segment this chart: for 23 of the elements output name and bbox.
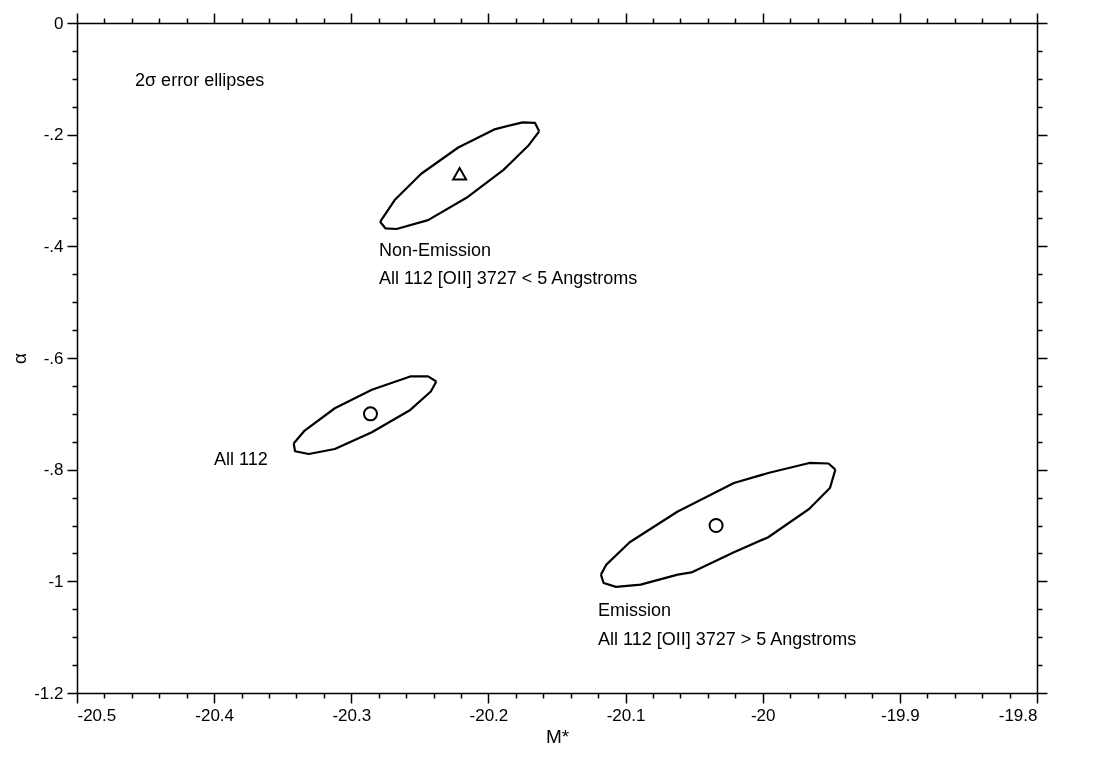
annotation: 2σ error ellipses (135, 70, 265, 90)
annotation: Non-Emission (379, 240, 492, 260)
y-tick-label: -.2 (43, 125, 64, 145)
x-axis-title: M* (545, 725, 570, 747)
y-tick-label: -.6 (43, 348, 64, 368)
y-tick-label: -.8 (43, 460, 64, 480)
y-axis-title: α (9, 352, 31, 364)
x-tick-label: -20 (750, 705, 776, 725)
x-tick-label: -19.8 (998, 705, 1038, 725)
annotation: All 112 [OII] 3727 > 5 Angstroms (598, 629, 857, 649)
y-tick-label: -.4 (43, 236, 64, 256)
x-tick-label: -20.3 (332, 705, 372, 725)
x-tick-label: -20.1 (606, 705, 646, 725)
x-tick-label: -20.4 (195, 705, 235, 725)
annotation: All 112 (214, 449, 268, 469)
annotation: Emission (598, 600, 672, 620)
x-tick-label: -20.5 (77, 705, 117, 725)
y-tick-label: -1.2 (34, 683, 64, 703)
y-tick-label: -1 (48, 571, 64, 591)
x-tick-label: -20.2 (469, 705, 509, 725)
x-tick-label: -19.9 (880, 705, 920, 725)
annotation: All 112 [OII] 3727 < 5 Angstroms (379, 268, 638, 288)
y-tick-label: 0 (54, 13, 64, 33)
